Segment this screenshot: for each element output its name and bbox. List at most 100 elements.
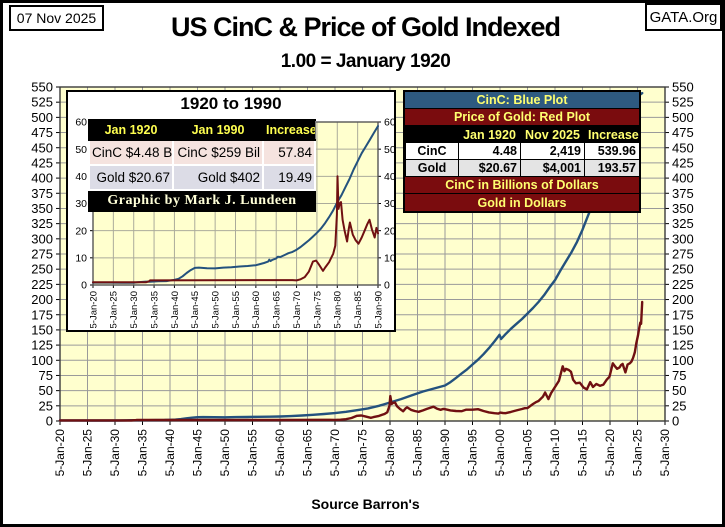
legend-cell: Gold <box>405 159 459 177</box>
x-tick-label: 5-Jan-65 <box>301 429 315 477</box>
legend-cell: CinC <box>405 142 459 160</box>
y-tick-label: 50 <box>39 383 53 398</box>
legend-cell: 193.57 <box>584 159 640 177</box>
inset-cell: Gold $20.67 <box>88 164 174 191</box>
x-tick-label: 5-Jan-55 <box>231 291 242 329</box>
y-tick-label: 150 <box>672 322 694 337</box>
legend-header-cell: Increase <box>584 126 640 143</box>
y-tick-label: 325 <box>31 216 53 231</box>
legend-table: CinC: Blue Plot Price of Gold: Red Plot … <box>403 90 641 213</box>
x-tick-label: 5-Jan-85 <box>411 429 425 477</box>
legend-footnote-cinc: CinC in Billions of Dollars <box>405 177 639 194</box>
x-tick-label: 5-Jan-45 <box>191 429 205 477</box>
y-tick-label: 275 <box>31 247 53 262</box>
y-tick-label: 0 <box>46 414 53 429</box>
y-tick-label: 200 <box>31 292 53 307</box>
x-tick-label: 5-Jan-15 <box>576 429 590 477</box>
x-tick-label: 5-Jan-60 <box>251 291 262 329</box>
date-box: 07 Nov 2025 <box>9 5 104 31</box>
x-tick-label: 5-Jan-30 <box>129 291 140 329</box>
gata-org-label: GATA.Org <box>649 8 718 26</box>
x-tick-label: 5-Jan-35 <box>136 429 150 477</box>
x-tick-label: 5-Jan-20 <box>53 429 67 477</box>
x-tick-label: 5-Jan-40 <box>170 291 181 329</box>
inset-cell: 19.49 <box>262 164 316 191</box>
y-tick-label: 30 <box>384 198 394 210</box>
y-tick-label: 400 <box>672 171 694 186</box>
legend-cinc-row: CinC 4.48 2,419 539.96 <box>405 142 640 160</box>
y-tick-label: 450 <box>672 140 694 155</box>
page-subtitle: 1.00 = January 1920 <box>280 51 451 72</box>
inset-cell: Gold $402 <box>172 164 264 191</box>
y-tick-label: 20 <box>384 225 394 237</box>
legend-header-cell <box>405 126 459 143</box>
y-tick-label: 375 <box>31 186 53 201</box>
x-tick-label: 5-Jan-20 <box>88 291 99 329</box>
legend-values-table: Jan 1920 Nov 2025 Increase CinC 4.48 2,4… <box>405 126 640 177</box>
y-tick-label: 400 <box>31 171 53 186</box>
x-tick-label: 5-Jan-50 <box>210 291 221 329</box>
inset-chart-panel: 0 0 10 10 20 20 30 30 40 40 50 50 60 60 5-Jan-20 5-Jan-… <box>66 90 396 332</box>
y-tick-label: 50 <box>384 144 394 156</box>
y-tick-label: 550 <box>31 80 53 95</box>
y-tick-label: 10 <box>384 253 394 265</box>
y-tick-label: 125 <box>672 338 694 353</box>
y-tick-label: 300 <box>672 231 694 246</box>
inset-header-cell: Jan 1990 <box>172 119 264 141</box>
plot-frame <box>59 86 666 422</box>
legend-footnote-gold: Gold in Dollars <box>405 194 639 211</box>
y-tick-label: 250 <box>31 262 53 277</box>
y-tick-label: 125 <box>31 338 53 353</box>
inset-table: Jan 1920 Jan 1990 Increase CinC $4.48 Bi… <box>88 119 316 212</box>
y-tick-label: 225 <box>31 277 53 292</box>
x-tick-label: 5-Jan-80 <box>333 291 344 329</box>
x-tick-label: 5-Jan-50 <box>218 429 232 477</box>
y-tick-label: 0 <box>672 414 679 429</box>
y-tick-label: 25 <box>39 398 53 413</box>
x-tick-label: 5-Jan-30 <box>108 429 122 477</box>
y-tick-label: 425 <box>31 155 53 170</box>
x-tick-label: 5-Jan-00 <box>493 429 507 477</box>
x-tick-label: 5-Jan-90 <box>438 429 452 477</box>
y-tick-label: 325 <box>672 216 694 231</box>
y-tick-label: 350 <box>672 201 694 216</box>
inset-cinc-row: CinC $4.48 Bil CinC $259 Bil 57.84 <box>88 139 316 166</box>
inset-header-row: Jan 1920 Jan 1990 Increase <box>88 119 316 141</box>
x-tick-label: 5-Jan-25 <box>81 429 95 477</box>
y-tick-label: 60 <box>384 117 394 129</box>
y-tick-label: 40 <box>75 171 87 183</box>
y-tick-label: 275 <box>672 247 694 262</box>
legend-header-cell: Jan 1920 <box>458 126 521 143</box>
gata-org-badge: GATA.Org <box>645 3 722 31</box>
x-tick-label: 5-Jan-25 <box>631 429 645 477</box>
y-tick-label: 100 <box>31 353 53 368</box>
x-tick-label: 5-Jan-30 <box>658 429 672 477</box>
y-tick-label: 10 <box>75 253 87 265</box>
y-tick-label: 500 <box>672 110 694 125</box>
inset-header-cell: Increase <box>262 119 316 141</box>
y-tick-label: 425 <box>672 155 694 170</box>
x-tick-label: 5-Jan-45 <box>190 291 201 329</box>
legend-gold-row: Gold $20.67 $4,001 193.57 <box>405 159 640 177</box>
legend-cell: 4.48 <box>458 142 521 160</box>
y-tick-label: 150 <box>31 322 53 337</box>
y-tick-label: 75 <box>39 368 53 383</box>
inset-credit-row: Graphic by Mark J. Lundeen <box>88 189 316 212</box>
x-tick-label: 5-Jan-70 <box>328 429 342 477</box>
y-tick-label: 175 <box>672 307 694 322</box>
x-tick-label: 5-Jan-70 <box>292 291 303 329</box>
y-tick-label: 20 <box>75 225 87 237</box>
y-tick-label: 0 <box>384 280 390 292</box>
inset-credit: Graphic by Mark J. Lundeen <box>88 189 316 212</box>
y-tick-label: 0 <box>81 280 87 292</box>
legend-cinc-band: CinC: Blue Plot <box>405 92 639 109</box>
y-tick-label: 550 <box>672 80 694 95</box>
legend-cell: $4,001 <box>520 159 585 177</box>
y-tick-label: 375 <box>672 186 694 201</box>
inset-cell: CinC $259 Bil <box>172 139 264 166</box>
x-tick-label: 5-Jan-60 <box>273 429 287 477</box>
source-credit: Source Barron's <box>311 496 420 512</box>
inset-gold-row: Gold $20.67 Gold $402 19.49 <box>88 164 316 191</box>
x-tick-label: 5-Jan-10 <box>548 429 562 477</box>
